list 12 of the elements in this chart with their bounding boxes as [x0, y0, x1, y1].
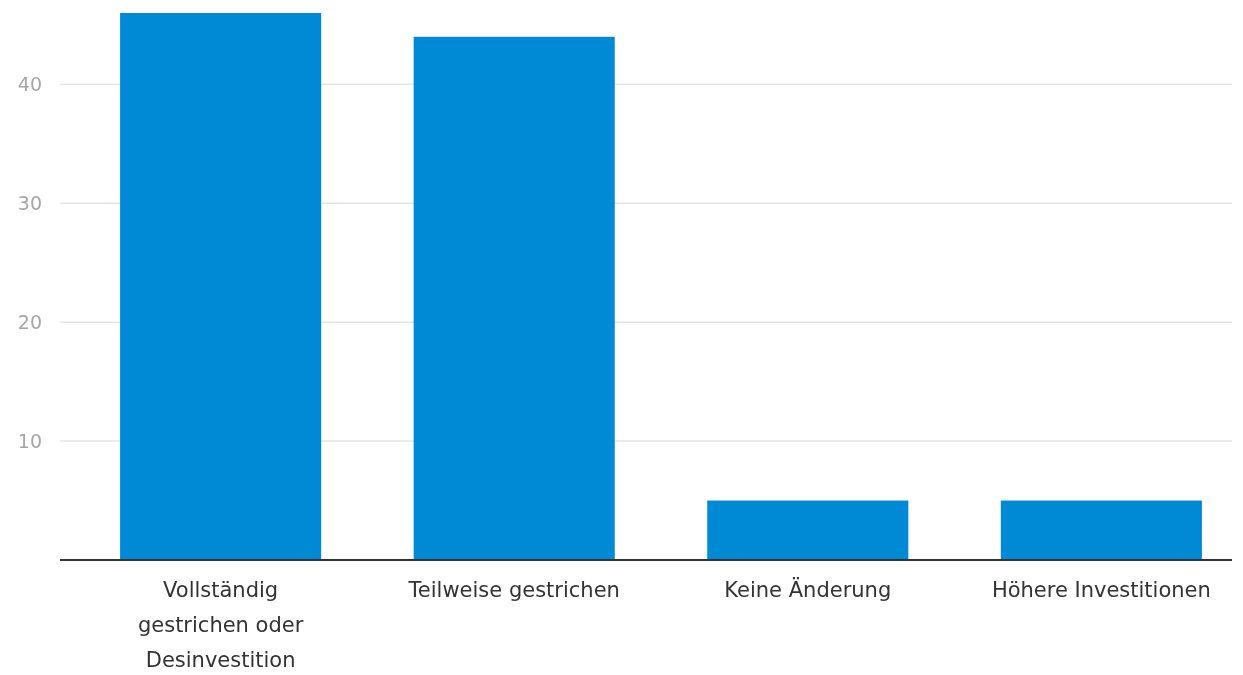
- x-tick-label: Höhere Investitionen: [991, 578, 1211, 602]
- y-tick-label: 10: [17, 430, 42, 453]
- bar: [707, 500, 909, 560]
- y-tick-label: 20: [17, 311, 42, 334]
- x-tick-label: Keine Änderung: [724, 577, 892, 602]
- y-tick-label: 40: [17, 73, 42, 96]
- bar: [1000, 500, 1202, 560]
- y-tick-label: 30: [17, 192, 42, 215]
- x-tick-label: Vollständig gestrichen oder Desinvestition: [137, 578, 304, 672]
- x-tick-label: Teilweise gestrichen: [407, 578, 620, 602]
- bar: [120, 13, 322, 560]
- bar: [413, 36, 615, 560]
